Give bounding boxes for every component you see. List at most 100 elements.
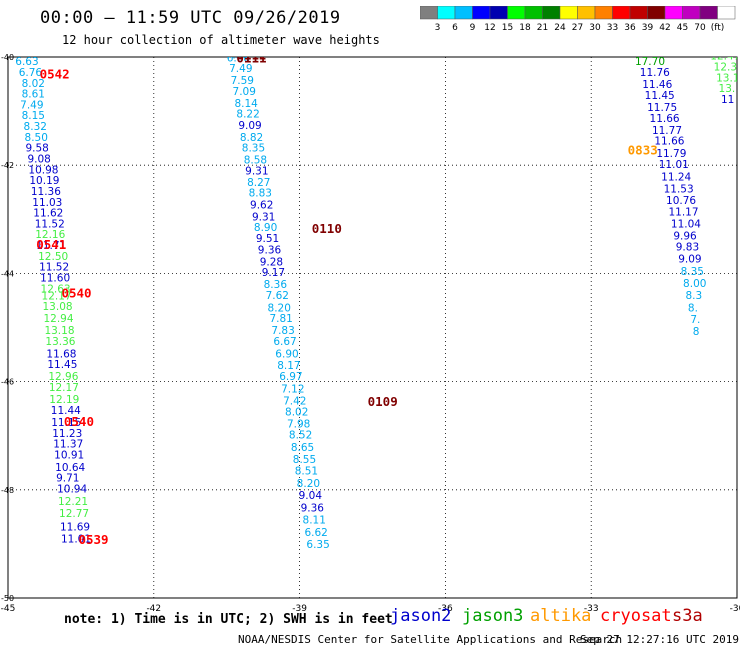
wave-height-value: 11.60 (40, 273, 70, 285)
wave-height-value: 11.66 (650, 113, 680, 125)
wave-height-value: 11.71 (36, 240, 66, 252)
wave-height-value: 12.47 (710, 51, 740, 63)
wave-height-value: 10.94 (57, 484, 87, 496)
colorbar-tick-label: 21 (537, 23, 548, 33)
colorbar-tick-label: 42 (659, 23, 670, 33)
wave-height-value: 10.98 (28, 164, 58, 176)
wave-height-value: 13.18 (44, 325, 74, 337)
wave-height-value: 9.36 (301, 502, 325, 514)
legend-altika: altika (530, 606, 592, 626)
wave-height-value: 8.27 (247, 177, 270, 189)
wave-height-value: 7.98 (287, 419, 310, 431)
pass-time-label: 0542 (40, 67, 70, 82)
footnote: note: 1) Time is in UTC; 2) SWH is in fe… (64, 612, 393, 627)
wave-height-value: 11.77 (652, 125, 682, 137)
wave-height-value: 8 (693, 326, 700, 338)
colorbar-tick-label: (ft) (711, 23, 725, 33)
wave-height-value: 13.08 (43, 301, 73, 313)
wave-height-value: 6.63 (15, 56, 38, 68)
wave-height-value: 8.15 (22, 110, 45, 122)
wave-height-value: 12.77 (59, 508, 89, 520)
chart-title: 00:00 – 11:59 UTC 09/26/2019 (40, 8, 341, 28)
colorbar-tick-label: 39 (642, 23, 654, 33)
wave-height-value: 8.3 (685, 290, 702, 302)
wave-height-value: 6.76 (19, 67, 43, 79)
wave-height-value: 9.28 (260, 256, 283, 268)
wave-height-value: 8.36 (264, 279, 288, 291)
wave-height-value: 9.31 (252, 211, 275, 223)
colorbar-tick-label: 6 (452, 23, 458, 33)
wave-height-value: 7.12 (281, 383, 304, 395)
wave-height-value: 8.61 (22, 89, 45, 101)
wave-height-value: 7.83 (271, 325, 294, 337)
wave-height-value: 13.36 (45, 336, 75, 348)
wave-height-value: 7.59 (231, 75, 254, 87)
wave-height-value: 12.19 (49, 394, 79, 406)
colorbar-tick-label: 15 (502, 23, 513, 33)
pass-time-label: 0541 (36, 237, 66, 252)
wave-height-value: 9.51 (256, 233, 279, 245)
colorbar-swatch (717, 6, 736, 20)
wave-height-value: 11.23 (52, 428, 82, 440)
wave-height-value: 8.83 (249, 188, 272, 200)
wave-height-value: 6.67 (273, 336, 296, 348)
x-tick-label: -42 (146, 604, 161, 614)
wave-height-value: 11.79 (656, 148, 686, 160)
wave-height-value: 8.00 (683, 278, 706, 290)
wave-height-value: 9.09 (678, 254, 701, 266)
x-tick-label: -39 (292, 604, 307, 614)
colorbar-tick-label: 9 (470, 23, 476, 33)
wave-height-value: 8.22 (236, 109, 259, 121)
wave-height-value: 11.37 (53, 439, 83, 451)
x-tick-label: -45 (1, 604, 16, 614)
wave-height-value: 8.20 (297, 478, 320, 490)
wave-height-value: 8.17 (277, 360, 300, 372)
wave-height-value: 8.65 (291, 442, 314, 454)
wave-height-value: 6.35 (306, 539, 329, 551)
wave-height-value: 8.52 (289, 429, 312, 441)
pass-time-label: 0112 (236, 48, 266, 63)
wave-height-value: 8.35 (242, 143, 265, 155)
wave-height-value: 11.76 (640, 67, 670, 79)
pass-time-label: 0111 (236, 50, 266, 65)
wave-height-value: 9.83 (676, 242, 699, 254)
wave-height-value: 9.62 (250, 199, 273, 211)
wave-height-value: 11.15 (51, 417, 81, 429)
wave-height-value: 8.90 (254, 222, 277, 234)
wave-height-value: 13.1 (716, 72, 739, 84)
wave-height-value: 11.69 (60, 521, 90, 533)
pass-time-label: 0833 (628, 142, 658, 157)
wave-height-value: 8.55 (293, 454, 316, 466)
colorbar-tick-label: 18 (519, 23, 531, 33)
wave-height-value: 11.45 (645, 90, 675, 102)
wave-height-value: 11 (721, 94, 734, 106)
wave-height-value: 7.09 (233, 86, 256, 98)
wave-height-value: 8. (688, 302, 698, 314)
wave-height-value: 11.01 (659, 159, 689, 171)
wave-height-value: 12.94 (43, 313, 73, 325)
wave-height-value: 9.04 (299, 490, 323, 502)
colorbar-tick-label: 24 (554, 23, 566, 33)
wave-height-value: 12.16 (35, 229, 65, 241)
wave-height-value: 12.17 (49, 382, 79, 394)
colorbar-tick-label: 12 (484, 23, 495, 33)
wave-height-value: 10.64 (55, 462, 85, 474)
wave-height-value: 9.09 (238, 120, 261, 132)
x-tick-label: -36 (438, 604, 453, 614)
wave-height-value: 7.49 (229, 63, 252, 75)
x-tick-label: -33 (584, 604, 599, 614)
wave-height-value: 11.04 (671, 218, 701, 230)
wave-height-value: 7.49 (20, 99, 43, 111)
y-tick-label: -42 (1, 161, 14, 170)
wave-height-value: 11.62 (33, 208, 63, 220)
colorbar-tick-label: 45 (677, 23, 688, 33)
wave-height-value: 7.38 (226, 50, 249, 62)
wave-height-value: 9.31 (245, 165, 268, 177)
pass-time-label: 0540 (61, 286, 91, 301)
wave-height-value: 11.36 (31, 186, 61, 198)
colorbar-tick-label: 33 (607, 23, 618, 33)
wave-height-value: 9.58 (25, 143, 48, 155)
legend-s3a: s3a (672, 606, 703, 626)
wave-height-value: 11.75 (647, 102, 677, 114)
